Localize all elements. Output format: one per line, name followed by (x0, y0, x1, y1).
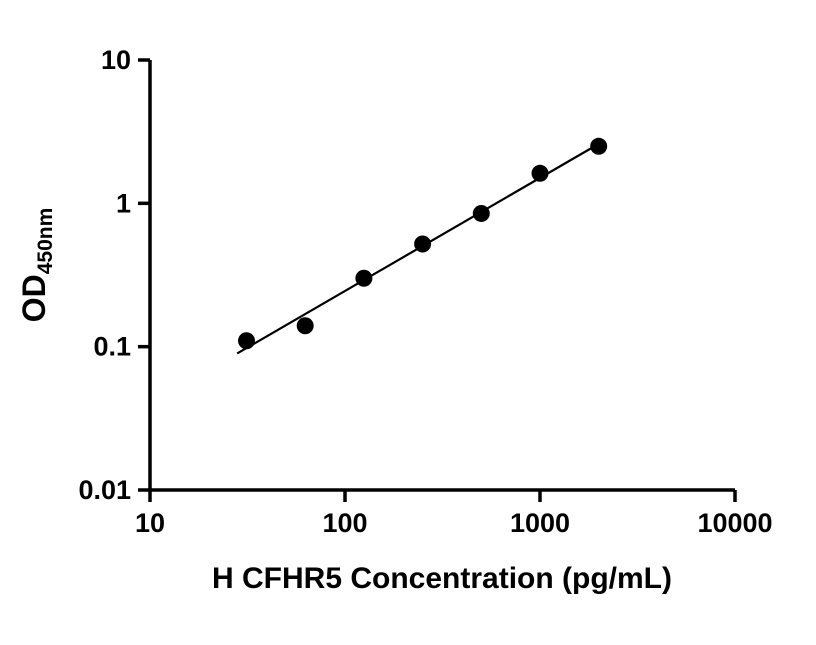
x-tick-label: 1000 (510, 508, 570, 538)
y-tick-label: 10 (101, 45, 131, 75)
y-axis-title-main: OD (16, 274, 52, 322)
data-point (296, 317, 314, 335)
y-axis-title-sub: 450nm (34, 208, 57, 275)
data-point (590, 137, 608, 155)
data-point (414, 235, 432, 253)
data-point (237, 332, 255, 350)
y-tick-label: 0.01 (78, 475, 131, 505)
y-axis-title: OD450nm (16, 208, 57, 323)
y-tick-label: 1 (116, 188, 131, 218)
data-point (355, 269, 373, 287)
x-tick-label: 10000 (697, 508, 772, 538)
x-tick-label: 10 (135, 508, 165, 538)
data-point (472, 204, 490, 222)
x-tick-label: 100 (322, 508, 367, 538)
data-point (531, 164, 549, 182)
x-axis-title: H CFHR5 Concentration (pg/mL) (212, 562, 672, 595)
chart-dynamic-layer: 10 100 1000 10000 0.01 0.1 1 10 (78, 45, 772, 538)
axes-frame (148, 60, 735, 492)
y-tick-label: 0.1 (93, 332, 131, 362)
